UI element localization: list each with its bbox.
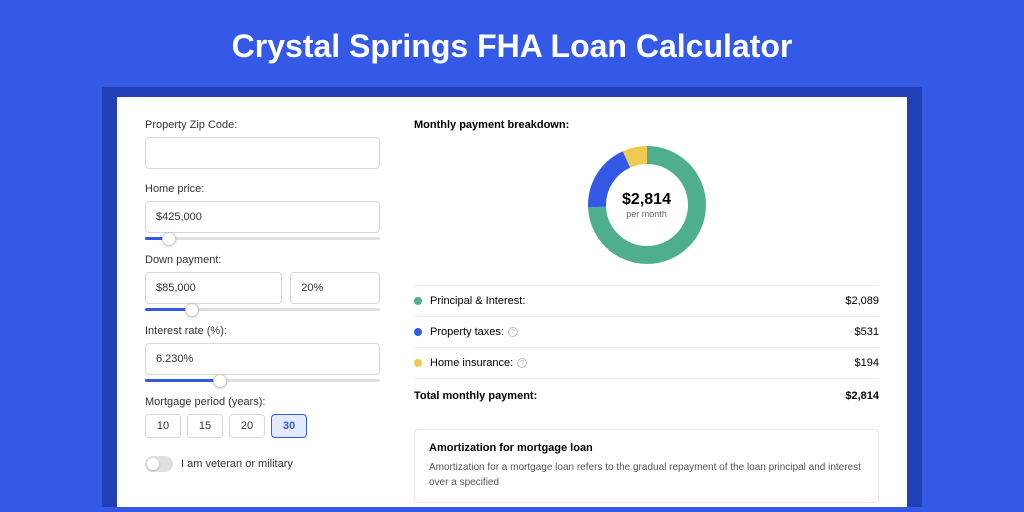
legend-dot-icon bbox=[414, 328, 422, 336]
amortization-text: Amortization for a mortgage loan refers … bbox=[429, 460, 864, 490]
legend-row-ins: Home insurance:?$194 bbox=[414, 348, 879, 379]
down-payment-percent-input[interactable] bbox=[290, 272, 380, 304]
card-shadow: Property Zip Code: Home price: Down paym… bbox=[102, 87, 922, 507]
home-price-input[interactable] bbox=[145, 201, 380, 233]
mortgage-period-options: 10152030 bbox=[145, 414, 380, 438]
amortization-title: Amortization for mortgage loan bbox=[429, 442, 864, 454]
total-row: Total monthly payment: $2,814 bbox=[414, 379, 879, 411]
period-option-15[interactable]: 15 bbox=[187, 414, 223, 438]
form-panel: Property Zip Code: Home price: Down paym… bbox=[117, 97, 402, 507]
down-payment-label: Down payment: bbox=[145, 254, 380, 266]
zip-input[interactable] bbox=[145, 137, 380, 169]
veteran-label: I am veteran or military bbox=[181, 458, 293, 470]
interest-rate-label: Interest rate (%): bbox=[145, 325, 380, 337]
payment-donut-chart: $2,814 per month bbox=[587, 145, 707, 265]
home-price-slider[interactable] bbox=[145, 237, 380, 240]
info-icon[interactable]: ? bbox=[508, 327, 518, 337]
interest-rate-input[interactable] bbox=[145, 343, 380, 375]
down-payment-amount-input[interactable] bbox=[145, 272, 282, 304]
period-option-30[interactable]: 30 bbox=[271, 414, 307, 438]
breakdown-panel: Monthly payment breakdown: $2,814 per mo… bbox=[402, 97, 907, 507]
page-title: Crystal Springs FHA Loan Calculator bbox=[0, 0, 1024, 87]
home-price-label: Home price: bbox=[145, 183, 380, 195]
legend-label: Home insurance:? bbox=[430, 357, 855, 369]
total-value: $2,814 bbox=[845, 390, 879, 402]
down-payment-slider[interactable] bbox=[145, 308, 380, 311]
veteran-toggle[interactable] bbox=[145, 456, 173, 472]
legend-dot-icon bbox=[414, 297, 422, 305]
donut-amount: $2,814 bbox=[622, 191, 671, 209]
legend-value: $194 bbox=[855, 357, 879, 369]
legend-label: Property taxes:? bbox=[430, 326, 855, 338]
period-option-20[interactable]: 20 bbox=[229, 414, 265, 438]
interest-rate-slider[interactable] bbox=[145, 379, 380, 382]
mortgage-period-label: Mortgage period (years): bbox=[145, 396, 380, 408]
breakdown-legend: Principal & Interest:$2,089Property taxe… bbox=[414, 286, 879, 379]
zip-label: Property Zip Code: bbox=[145, 119, 380, 131]
legend-label: Principal & Interest: bbox=[430, 295, 845, 307]
legend-value: $531 bbox=[855, 326, 879, 338]
breakdown-title: Monthly payment breakdown: bbox=[414, 119, 879, 131]
legend-dot-icon bbox=[414, 359, 422, 367]
donut-sub: per month bbox=[626, 209, 667, 219]
total-label: Total monthly payment: bbox=[414, 390, 845, 402]
calculator-card: Property Zip Code: Home price: Down paym… bbox=[117, 97, 907, 507]
info-icon[interactable]: ? bbox=[517, 358, 527, 368]
period-option-10[interactable]: 10 bbox=[145, 414, 181, 438]
legend-value: $2,089 bbox=[845, 295, 879, 307]
legend-row-tax: Property taxes:?$531 bbox=[414, 317, 879, 348]
legend-row-pi: Principal & Interest:$2,089 bbox=[414, 286, 879, 317]
amortization-section: Amortization for mortgage loan Amortizat… bbox=[414, 429, 879, 503]
